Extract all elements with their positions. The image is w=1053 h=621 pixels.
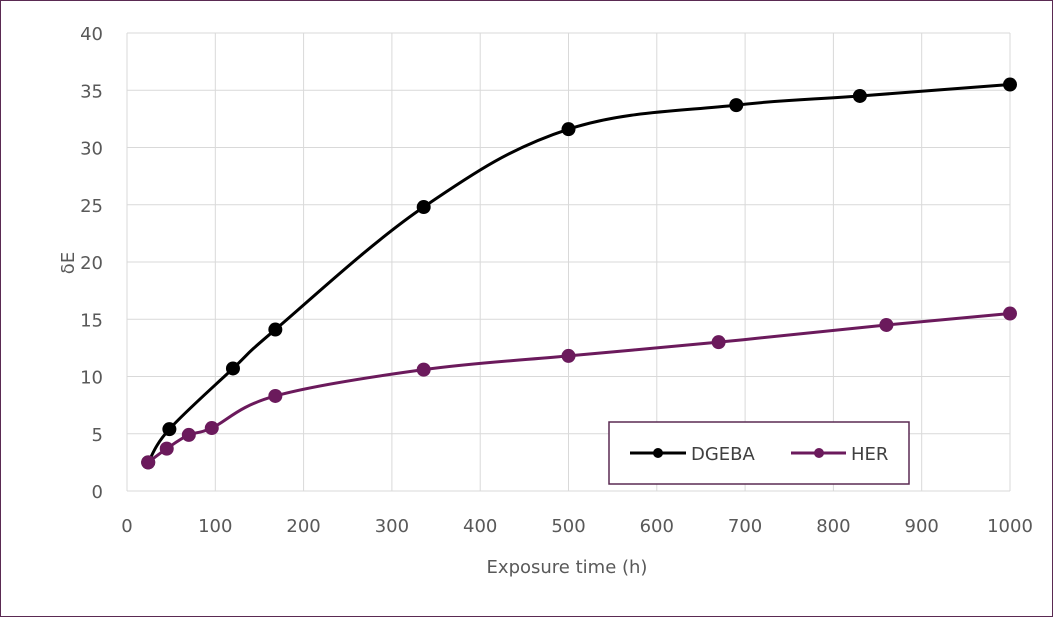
data-point-her (416, 362, 431, 377)
data-point-her (879, 317, 894, 332)
data-point-dgeba (225, 361, 240, 376)
data-point-dgeba (561, 122, 576, 137)
y-axis-title: δE (58, 252, 79, 274)
x-tick-label: 800 (816, 516, 850, 537)
x-tick-label: 1000 (987, 516, 1033, 537)
x-tick-label: 600 (640, 516, 674, 537)
data-point-dgeba (729, 98, 744, 113)
x-tick-label: 300 (375, 516, 409, 537)
data-point-dgeba (1003, 77, 1017, 92)
y-tick-label: 40 (80, 24, 103, 45)
data-point-dgeba (852, 88, 867, 103)
series-markers (141, 77, 1017, 470)
legend-label-her: HER (851, 444, 888, 465)
y-tick-label: 0 (92, 482, 103, 503)
legend-marker-dgeba (653, 448, 663, 458)
data-point-her (1003, 306, 1017, 321)
y-tick-label: 15 (80, 310, 103, 331)
y-tick-label: 10 (80, 368, 103, 389)
series-line-dgeba (146, 83, 1012, 464)
data-point-dgeba (268, 322, 283, 337)
x-tick-label: 0 (121, 516, 132, 537)
data-point-her (561, 348, 576, 363)
data-point-her (711, 335, 726, 350)
y-tick-label: 25 (80, 196, 103, 217)
y-tick-label: 35 (80, 81, 103, 102)
x-tick-label: 400 (463, 516, 497, 537)
x-axis-title: Exposure time (h) (487, 557, 648, 578)
x-axis-tick-labels: 0 100 200 300 400 500 600 700 800 900 1000 (121, 516, 1033, 537)
y-tick-label: 20 (80, 253, 103, 274)
x-tick-label: 500 (551, 516, 585, 537)
data-point-her (204, 421, 219, 436)
gridlines (126, 32, 1011, 492)
data-point-her (181, 427, 196, 442)
legend: DGEBA HER (608, 421, 910, 485)
x-tick-label: 900 (905, 516, 939, 537)
data-point-dgeba (416, 200, 431, 215)
y-tick-label: 30 (80, 139, 103, 160)
y-axis-tick-labels: 0 5 10 15 20 25 30 35 40 (80, 24, 103, 503)
x-tick-label: 100 (198, 516, 232, 537)
legend-marker-her (814, 448, 824, 458)
data-point-her (159, 441, 174, 456)
series-lines (146, 83, 1012, 464)
legend-label-dgeba: DGEBA (691, 444, 756, 465)
x-tick-label: 700 (728, 516, 762, 537)
data-point-her (141, 455, 156, 470)
data-point-her (268, 388, 283, 403)
x-tick-label: 200 (286, 516, 320, 537)
data-point-dgeba (162, 422, 177, 437)
y-tick-label: 5 (92, 425, 103, 446)
